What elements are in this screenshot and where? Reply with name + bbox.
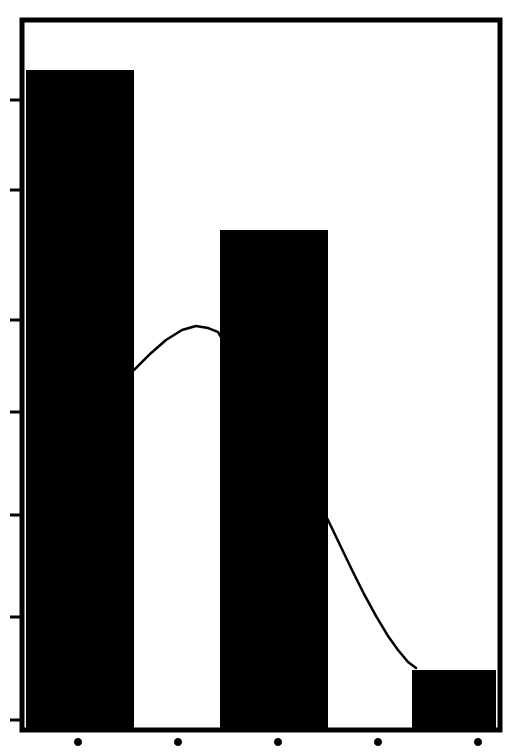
bar-line-chart <box>0 0 514 756</box>
x-tick-2 <box>274 738 282 746</box>
bar-0 <box>26 70 134 730</box>
bar-2 <box>412 670 496 730</box>
x-tick-3 <box>374 738 382 746</box>
x-tick-1 <box>174 738 182 746</box>
chart-svg <box>0 0 514 756</box>
bar-1 <box>220 230 328 730</box>
x-tick-0 <box>74 738 82 746</box>
x-tick-4 <box>474 738 482 746</box>
